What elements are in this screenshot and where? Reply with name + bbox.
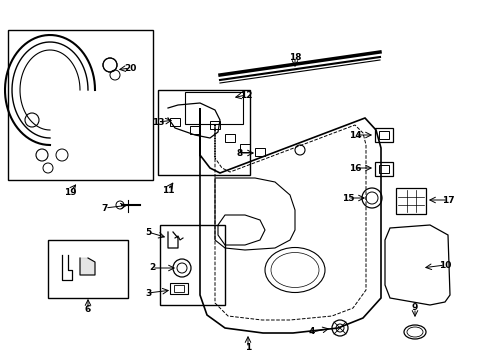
Text: 8: 8 (237, 149, 243, 158)
Text: 3: 3 (145, 288, 151, 297)
Text: 2: 2 (149, 264, 155, 273)
Bar (375, 128, 393, 142)
Text: 17: 17 (441, 195, 454, 204)
Text: 10: 10 (439, 261, 451, 270)
Bar (190, 126, 200, 134)
Bar (225, 134, 235, 142)
Bar (375, 162, 393, 176)
Bar (396, 188, 426, 214)
Text: 7: 7 (102, 203, 108, 212)
Bar (210, 121, 220, 129)
Text: 12: 12 (240, 90, 252, 99)
Bar (170, 283, 188, 294)
Text: 13: 13 (152, 117, 164, 126)
Text: 16: 16 (349, 163, 361, 172)
Bar (240, 144, 250, 152)
Bar (174, 285, 184, 292)
Text: 11: 11 (162, 185, 174, 194)
Text: 6: 6 (85, 306, 91, 315)
Bar (255, 148, 265, 156)
Text: 18: 18 (289, 53, 301, 62)
Text: 20: 20 (124, 63, 136, 72)
Bar (170, 118, 180, 126)
Bar (379, 165, 389, 173)
Polygon shape (80, 258, 95, 275)
Bar (379, 131, 389, 139)
Text: 5: 5 (145, 228, 151, 237)
Text: 19: 19 (64, 188, 76, 197)
Text: 1: 1 (245, 343, 251, 352)
Text: 4: 4 (309, 328, 315, 337)
Text: 9: 9 (412, 303, 418, 312)
Text: 15: 15 (342, 194, 354, 202)
Text: 14: 14 (349, 131, 361, 140)
